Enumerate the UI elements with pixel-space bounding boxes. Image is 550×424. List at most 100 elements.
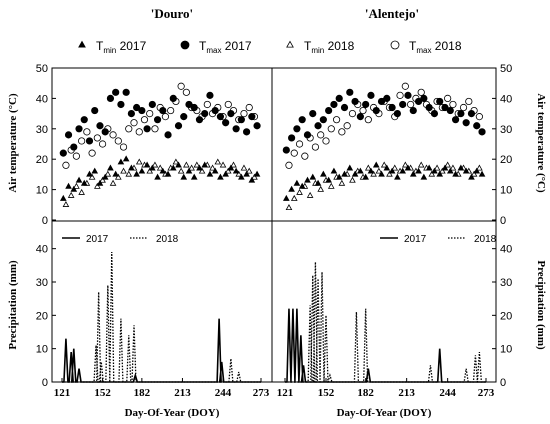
legend-label: Tmax 2018 — [409, 39, 462, 55]
point-tmin-2017 — [206, 170, 214, 177]
point-tmax-2017 — [282, 146, 290, 154]
point-tmax-2018 — [338, 128, 346, 136]
point-tmin-2017 — [80, 179, 88, 186]
point-tmin-2017 — [86, 170, 93, 177]
legend-label-2018: 2018 — [156, 234, 179, 245]
legend-label: Tmin 2018 — [304, 39, 355, 55]
point-tmax-2017 — [159, 106, 167, 115]
point-tmax-2017 — [346, 88, 354, 96]
point-tmin-2017 — [388, 167, 396, 174]
point-tmin-2017 — [425, 164, 433, 171]
ylabel-precip-left: Precipitation (mm) — [7, 260, 19, 350]
point-tmin-2017 — [283, 194, 290, 201]
point-tmax-2018 — [444, 94, 452, 103]
point-tmin-2017 — [362, 173, 369, 180]
panel-douro: 2017 2018 — [59, 82, 261, 383]
point-tmin-2017 — [217, 173, 224, 180]
point-tmax-2017 — [330, 100, 338, 109]
point-tmax-2018 — [151, 125, 159, 133]
point-tmax-2017 — [143, 125, 151, 133]
point-tmin-2018 — [306, 191, 314, 198]
precip-line-2017 — [285, 308, 486, 383]
point-tmax-2018 — [93, 134, 101, 142]
point-tmax-2018 — [146, 110, 154, 118]
point-tmax-2017 — [216, 113, 225, 121]
point-tmin-2017 — [446, 167, 454, 174]
outer-frame — [51, 67, 497, 383]
point-tmin-2017 — [468, 173, 475, 180]
point-tmax-2018 — [135, 128, 143, 136]
point-tmin-2018 — [285, 204, 293, 211]
point-tmax-2017 — [298, 116, 306, 124]
point-tmin-2017 — [175, 161, 182, 168]
point-tmax-2017 — [399, 100, 407, 109]
ytick-label-top-right: 50 — [500, 63, 512, 75]
point-tmin-2018 — [94, 182, 101, 189]
point-tmax-2018 — [290, 149, 298, 157]
point-tmin-2017 — [314, 179, 322, 186]
point-tmin-2017 — [75, 176, 83, 183]
point-tmin-2017 — [431, 167, 438, 174]
point-tmin-2018 — [104, 170, 112, 177]
point-tmax-2017 — [206, 91, 214, 99]
point-tmin-2017 — [201, 161, 209, 168]
point-tmax-2018 — [203, 100, 211, 109]
point-tmin-2018 — [428, 170, 436, 177]
ytick-label-bottom-right: 0 — [500, 377, 506, 389]
xlabel-alentejo: Day-Of-Year (DOY) — [337, 407, 432, 419]
point-tmax-2018 — [311, 143, 320, 151]
point-tmax-2017 — [293, 125, 301, 133]
point-tmin-2018 — [188, 164, 195, 171]
point-tmin-2017 — [112, 170, 119, 177]
point-tmin-2017 — [190, 173, 198, 180]
point-tmin-2017 — [394, 173, 401, 180]
point-tmax-2017 — [169, 94, 177, 103]
point-tmax-2018 — [285, 161, 293, 169]
point-tmax-2018 — [407, 100, 415, 109]
point-tmin-2017 — [159, 167, 167, 174]
point-tmax-2017 — [288, 134, 296, 142]
point-tmin-2017 — [243, 170, 250, 177]
point-tmin-2018 — [327, 182, 335, 189]
point-tmin-2018 — [338, 179, 346, 186]
legend-symbol-triangle-open — [286, 40, 294, 48]
point-tmin-2017 — [436, 170, 444, 177]
point-tmin-2018 — [402, 161, 409, 168]
point-tmax-2017 — [253, 122, 261, 130]
panel-title-alentejo: 'Alentejo' — [365, 6, 419, 21]
point-tmax-2017 — [340, 103, 349, 112]
ylabel-temperature-left: Air temperature (°C) — [7, 93, 19, 193]
ytick-label-top-left: 30 — [36, 124, 48, 136]
point-tmax-2017 — [314, 122, 322, 130]
precip-line-2017 — [62, 318, 261, 383]
point-tmax-2018 — [161, 113, 170, 121]
point-tmax-2017 — [420, 94, 428, 103]
point-tmax-2018 — [245, 103, 253, 112]
point-tmin-2017 — [143, 161, 151, 168]
point-tmax-2017 — [164, 131, 172, 139]
point-tmax-2017 — [174, 122, 183, 130]
legend-temperature: Tmin 2017 Tmax 2017 Tmin 2018 Tmax 2018 — [78, 39, 462, 55]
ytick-label-top-left: 50 — [36, 63, 48, 75]
point-tmax-2018 — [98, 140, 107, 148]
plot-area: 2017 2018 2017 2018 — [59, 82, 497, 383]
point-tmax-2018 — [396, 91, 404, 99]
point-tmax-2017 — [227, 110, 235, 118]
point-tmin-2018 — [235, 170, 243, 177]
point-tmax-2018 — [130, 119, 138, 127]
point-tmax-2018 — [449, 100, 457, 109]
point-tmax-2017 — [441, 103, 449, 112]
xtick-label: 273 — [478, 387, 495, 399]
ytick-label-bottom-left: 10 — [36, 344, 48, 356]
point-tmax-2018 — [327, 125, 335, 133]
point-tmin-2017 — [238, 173, 245, 180]
point-tmin-2018 — [433, 164, 441, 171]
point-tmin-2018 — [62, 201, 70, 207]
legend-label: Tmax 2017 — [199, 39, 252, 55]
point-tmin-2018 — [370, 170, 377, 177]
point-tmin-2018 — [146, 167, 154, 174]
point-tmin-2017 — [149, 164, 156, 171]
point-tmax-2018 — [343, 122, 351, 130]
point-tmin-2018 — [449, 164, 457, 171]
point-tmin-2017 — [335, 173, 343, 180]
